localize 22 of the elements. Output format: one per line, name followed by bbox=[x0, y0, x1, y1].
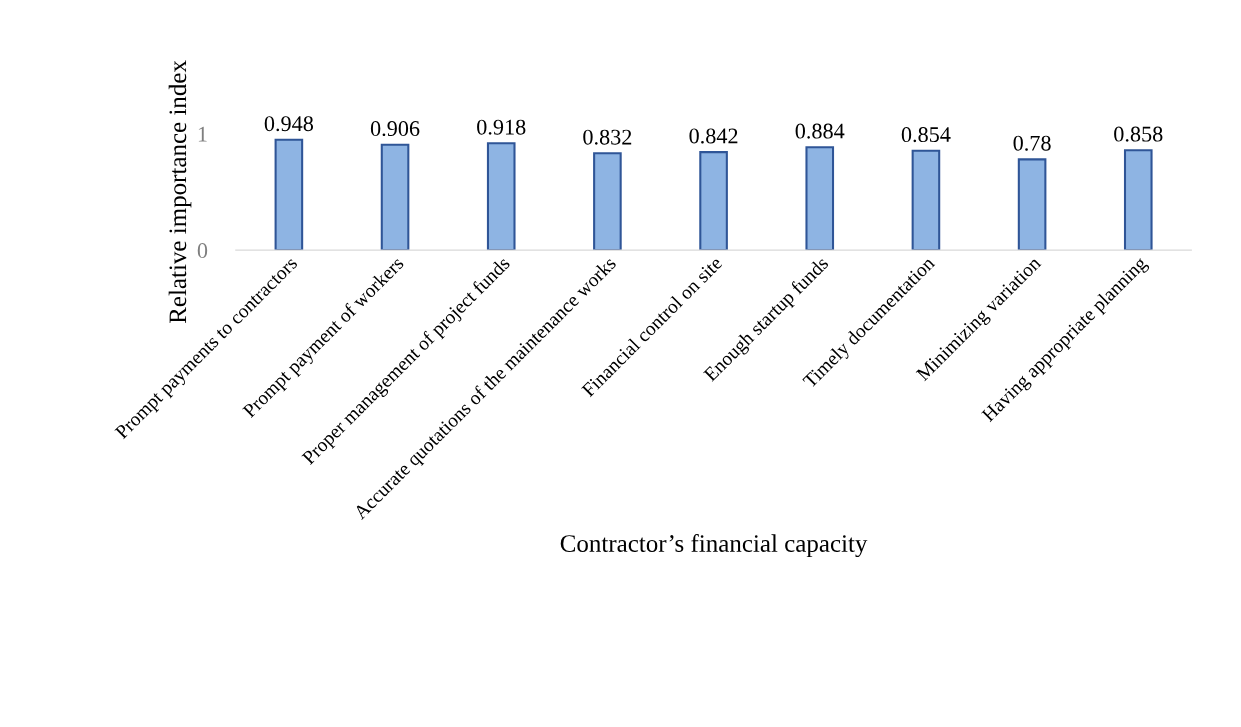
bar bbox=[380, 143, 410, 251]
bar bbox=[911, 149, 941, 251]
data-label: 0.918 bbox=[477, 119, 526, 135]
y-tick-label: 1 bbox=[198, 126, 207, 142]
bar bbox=[486, 142, 516, 251]
bar bbox=[274, 138, 304, 251]
bar bbox=[593, 152, 622, 251]
bar bbox=[1017, 158, 1047, 251]
data-label: 0.948 bbox=[264, 116, 314, 132]
y-axis-title: Relative importance index bbox=[168, 60, 192, 324]
data-label: 0.842 bbox=[689, 128, 738, 144]
bar bbox=[1123, 149, 1153, 251]
data-label: 0.854 bbox=[901, 127, 951, 143]
data-label: 0.858 bbox=[1114, 126, 1163, 142]
x-axis-title: Contractor’s financial capacity bbox=[560, 534, 868, 558]
data-label: 0.884 bbox=[795, 123, 845, 139]
y-tick-label: 0 bbox=[197, 243, 208, 259]
data-label: 0.78 bbox=[1013, 135, 1051, 151]
bar bbox=[805, 146, 835, 251]
data-label: 0.832 bbox=[583, 129, 632, 145]
data-label: 0.906 bbox=[370, 121, 420, 137]
bar bbox=[699, 151, 728, 251]
